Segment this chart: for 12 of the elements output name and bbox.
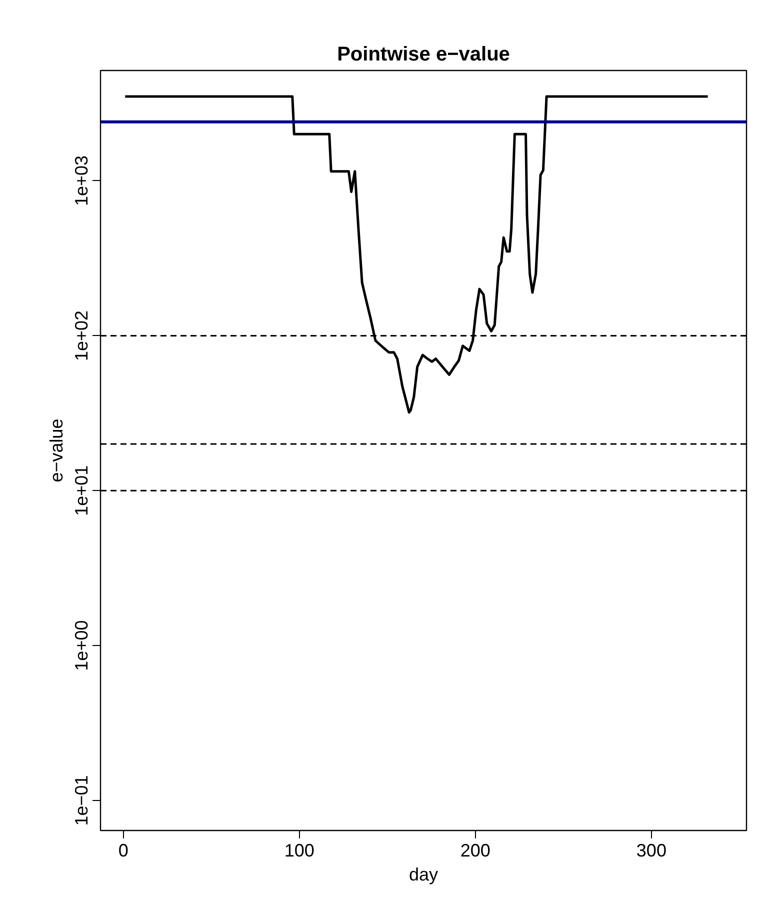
x-tick-label: 0 (118, 840, 128, 860)
x-tick-label: 300 (636, 840, 666, 860)
x-axis-title: day (408, 864, 438, 884)
y-tick-label: 1e−01 (72, 775, 92, 826)
y-axis-title: e−value (46, 418, 66, 482)
chart-title: Pointwise e−value (337, 44, 510, 66)
y-tick-label: 1e+03 (72, 155, 92, 206)
x-tick-label: 200 (460, 840, 490, 860)
y-tick-label: 1e+00 (72, 620, 92, 671)
y-tick-label: 1e+02 (72, 310, 92, 361)
x-tick-label: 100 (284, 840, 314, 860)
y-tick-label: 1e+01 (72, 465, 92, 516)
